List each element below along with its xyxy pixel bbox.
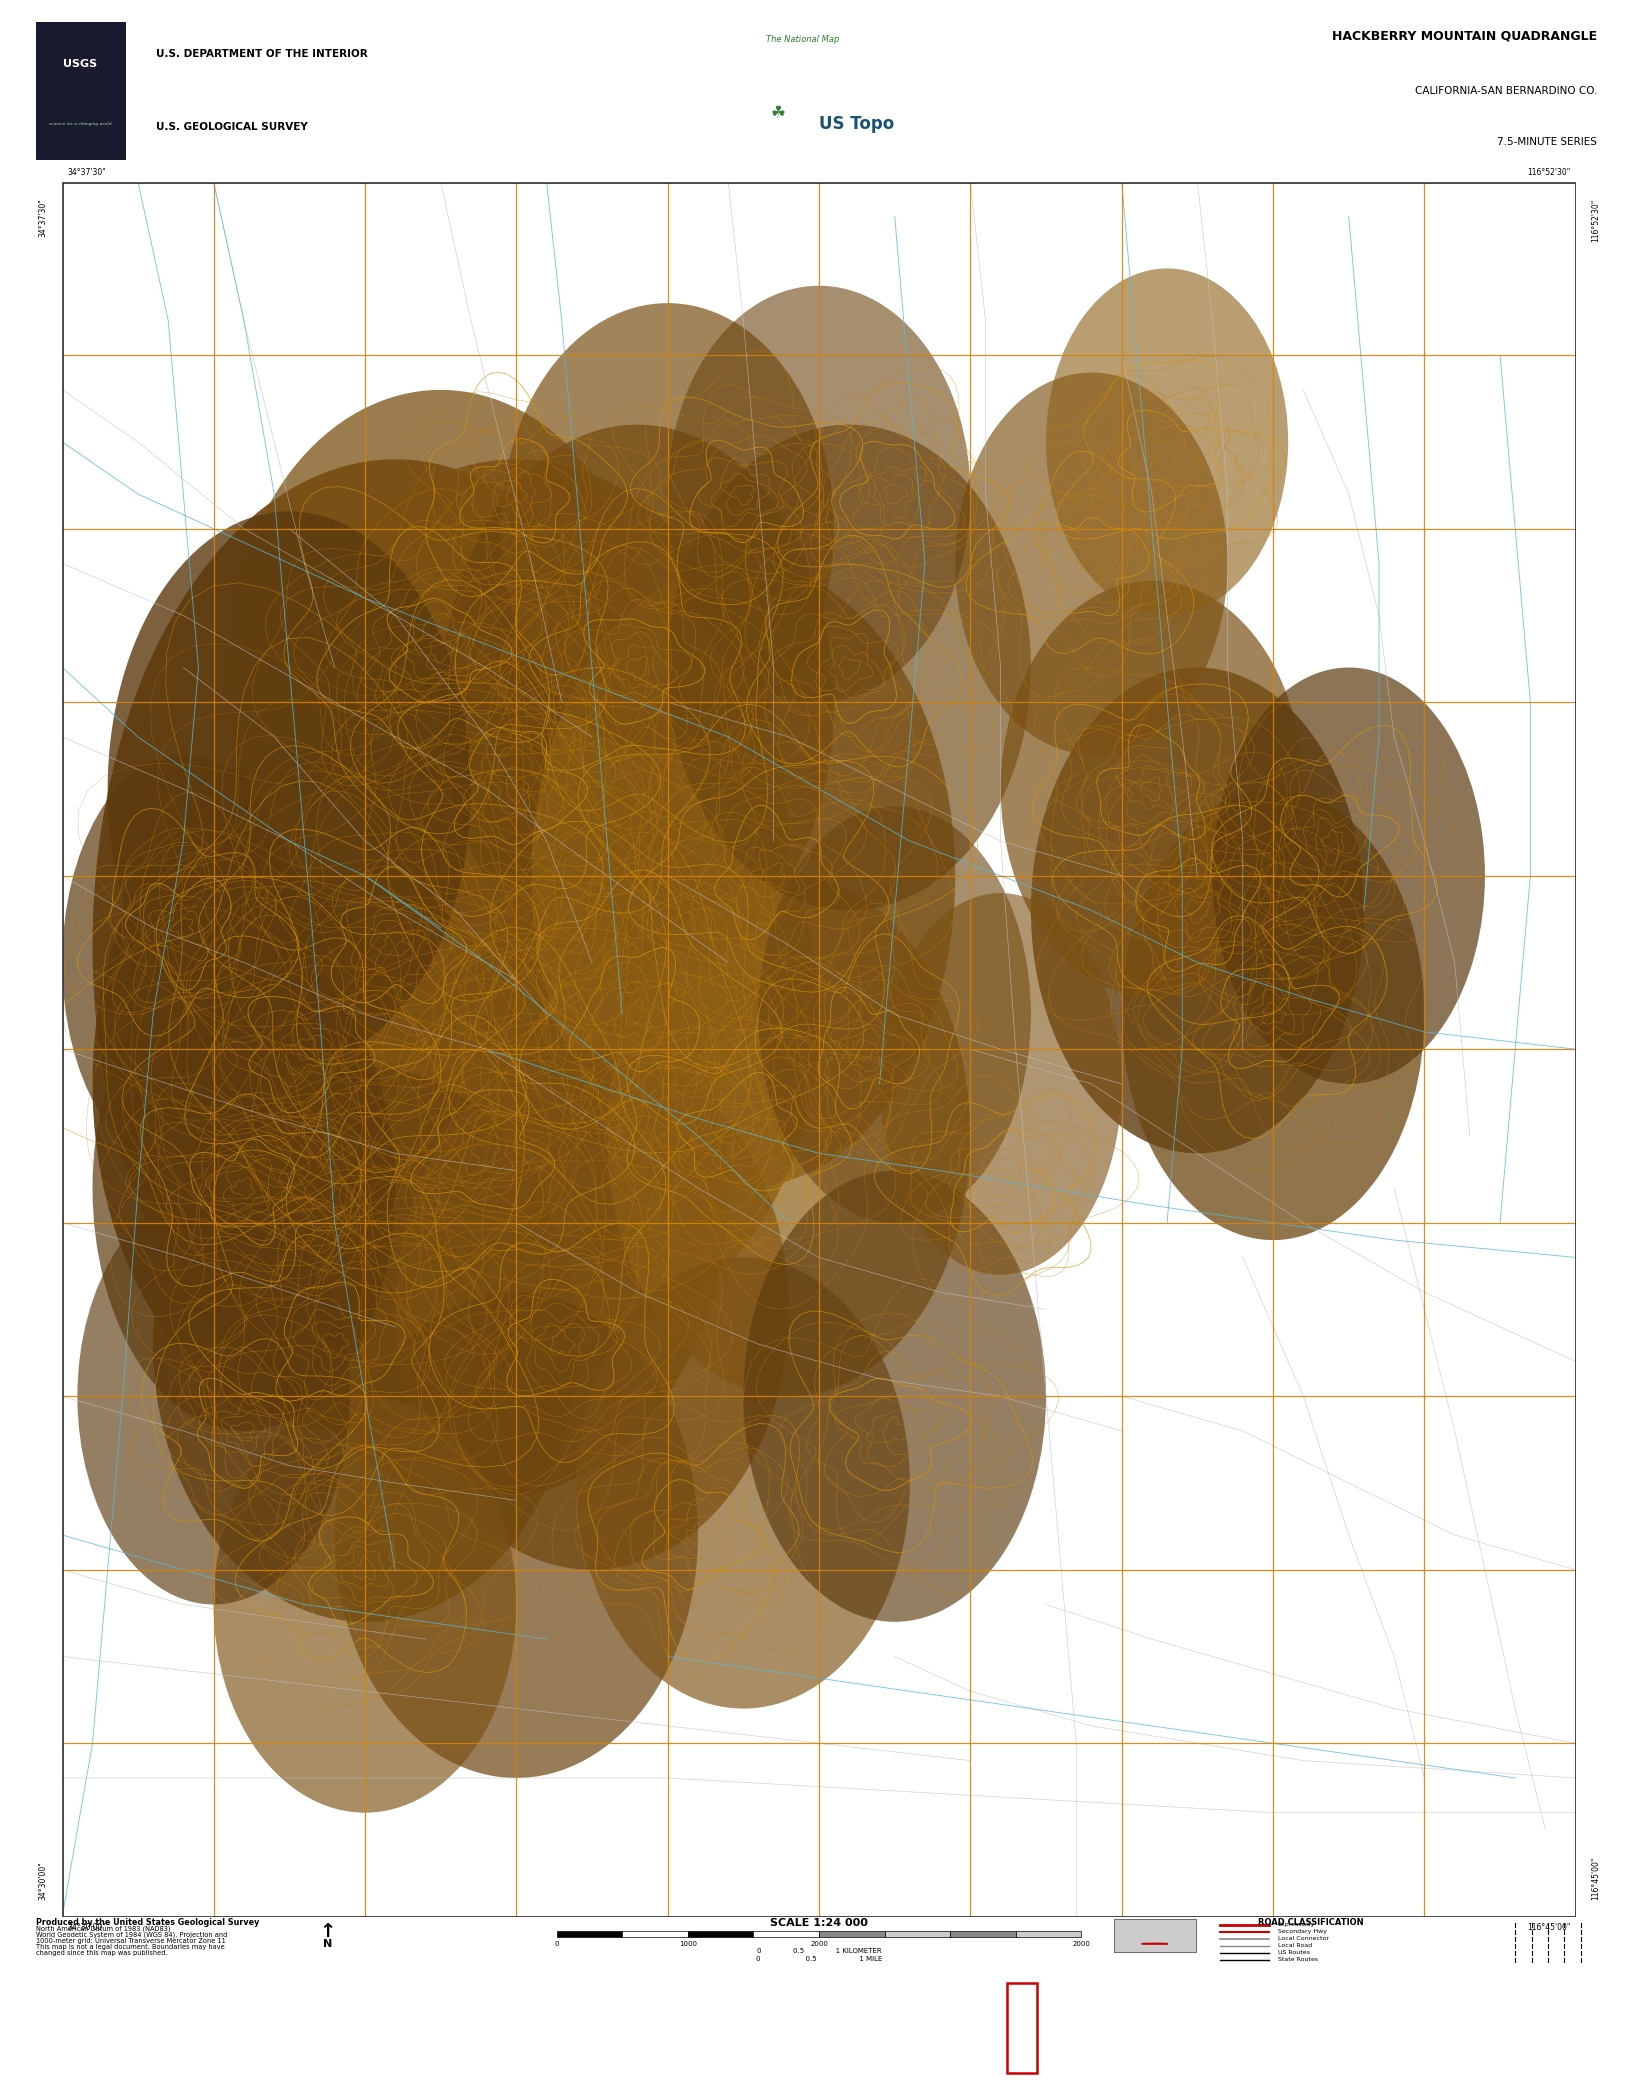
Ellipse shape (92, 946, 395, 1430)
Text: Local Connector: Local Connector (1278, 1936, 1328, 1942)
Text: 7.5-MINUTE SERIES: 7.5-MINUTE SERIES (1497, 136, 1597, 146)
Ellipse shape (395, 1050, 790, 1570)
Text: 116°52'30": 116°52'30" (1590, 198, 1600, 242)
Ellipse shape (92, 737, 577, 1430)
Text: 0                    0.5                   1 MILE: 0 0.5 1 MILE (755, 1956, 883, 1963)
Text: This map is not a legal document. Boundaries may have: This map is not a legal document. Bounda… (36, 1944, 224, 1950)
Text: World Geodetic System of 1984 (WGS 84). Projection and: World Geodetic System of 1984 (WGS 84). … (36, 1931, 228, 1938)
Text: CALIFORNIA-SAN BERNARDINO CO.: CALIFORNIA-SAN BERNARDINO CO. (1415, 86, 1597, 96)
Bar (950, 1931, 1016, 1938)
Ellipse shape (1122, 789, 1425, 1240)
Text: HACKBERRY MOUNTAIN QUADRANGLE: HACKBERRY MOUNTAIN QUADRANGLE (1332, 29, 1597, 44)
Ellipse shape (1030, 668, 1364, 1153)
Ellipse shape (531, 564, 955, 1188)
Ellipse shape (577, 1257, 909, 1708)
Text: ↑: ↑ (319, 1921, 336, 1940)
Text: 0              0.5              1 KILOMETER: 0 0.5 1 KILOMETER (757, 1948, 881, 1954)
Text: US Topo: US Topo (819, 115, 894, 132)
Text: 34°30'00": 34°30'00" (38, 1860, 48, 1900)
Text: N: N (323, 1940, 333, 1950)
Ellipse shape (108, 512, 470, 1067)
Text: State Routes: State Routes (1278, 1956, 1317, 1963)
Text: ROAD CLASSIFICATION: ROAD CLASSIFICATION (1258, 1917, 1363, 1927)
Bar (819, 1931, 885, 1938)
Ellipse shape (77, 1188, 351, 1604)
Ellipse shape (1212, 668, 1486, 1084)
Text: The National Map: The National Map (767, 35, 839, 44)
Text: ☘: ☘ (770, 104, 786, 121)
Bar (622, 1931, 688, 1938)
Text: Local Road: Local Road (1278, 1944, 1312, 1948)
Text: US Routes: US Routes (1278, 1950, 1309, 1954)
Text: U.S. GEOLOGICAL SURVEY: U.S. GEOLOGICAL SURVEY (156, 123, 308, 132)
Ellipse shape (92, 459, 698, 1430)
Text: 0: 0 (555, 1942, 559, 1946)
Text: 2000: 2000 (1073, 1942, 1089, 1946)
Ellipse shape (365, 702, 819, 1326)
Ellipse shape (880, 894, 1122, 1276)
Text: 34°37'30": 34°37'30" (38, 198, 48, 238)
Ellipse shape (955, 372, 1227, 754)
Ellipse shape (229, 390, 652, 946)
Text: 1000: 1000 (680, 1942, 696, 1946)
Text: U.S. DEPARTMENT OF THE INTERIOR: U.S. DEPARTMENT OF THE INTERIOR (156, 50, 367, 58)
Text: Produced by the United States Geological Survey: Produced by the United States Geological… (36, 1917, 259, 1927)
Text: changed since this map was published.: changed since this map was published. (36, 1950, 167, 1956)
Ellipse shape (213, 1397, 516, 1812)
Text: 116°45'00": 116°45'00" (1528, 1923, 1571, 1931)
Text: 2000: 2000 (811, 1942, 827, 1946)
Ellipse shape (1047, 269, 1287, 616)
Ellipse shape (501, 303, 834, 754)
Ellipse shape (608, 875, 970, 1397)
Text: Expressway: Expressway (1278, 1923, 1315, 1927)
Ellipse shape (1001, 580, 1304, 998)
Ellipse shape (244, 875, 729, 1501)
Ellipse shape (758, 806, 1030, 1224)
Bar (688, 1931, 753, 1938)
Bar (36, 21, 126, 161)
Bar (1007, 1984, 1037, 2073)
Text: 34°37'30": 34°37'30" (67, 169, 106, 177)
Text: science for a changing world: science for a changing world (49, 121, 111, 125)
Ellipse shape (744, 1171, 1047, 1622)
Ellipse shape (334, 1292, 698, 1779)
Ellipse shape (668, 424, 1030, 910)
Text: 116°45'00": 116°45'00" (1590, 1856, 1600, 1900)
Text: SCALE 1:24 000: SCALE 1:24 000 (770, 1917, 868, 1927)
Ellipse shape (62, 754, 305, 1171)
Text: North American Datum of 1983 (NAD83): North American Datum of 1983 (NAD83) (36, 1925, 170, 1931)
Bar (753, 1931, 819, 1938)
Ellipse shape (152, 1067, 577, 1622)
Text: 1000-meter grid: Universal Transverse Mercator Zone 11: 1000-meter grid: Universal Transverse Me… (36, 1938, 226, 1944)
Text: 116°52'30": 116°52'30" (1528, 169, 1571, 177)
Ellipse shape (244, 459, 790, 1224)
Bar (557, 1931, 622, 1938)
Ellipse shape (668, 286, 970, 702)
Text: Secondary Hwy: Secondary Hwy (1278, 1929, 1327, 1933)
Bar (1114, 1919, 1196, 1952)
Bar (1016, 1931, 1081, 1938)
Bar (885, 1931, 950, 1938)
Text: 34°30'00": 34°30'00" (67, 1923, 106, 1931)
Text: USGS: USGS (64, 58, 97, 69)
Ellipse shape (441, 424, 834, 979)
